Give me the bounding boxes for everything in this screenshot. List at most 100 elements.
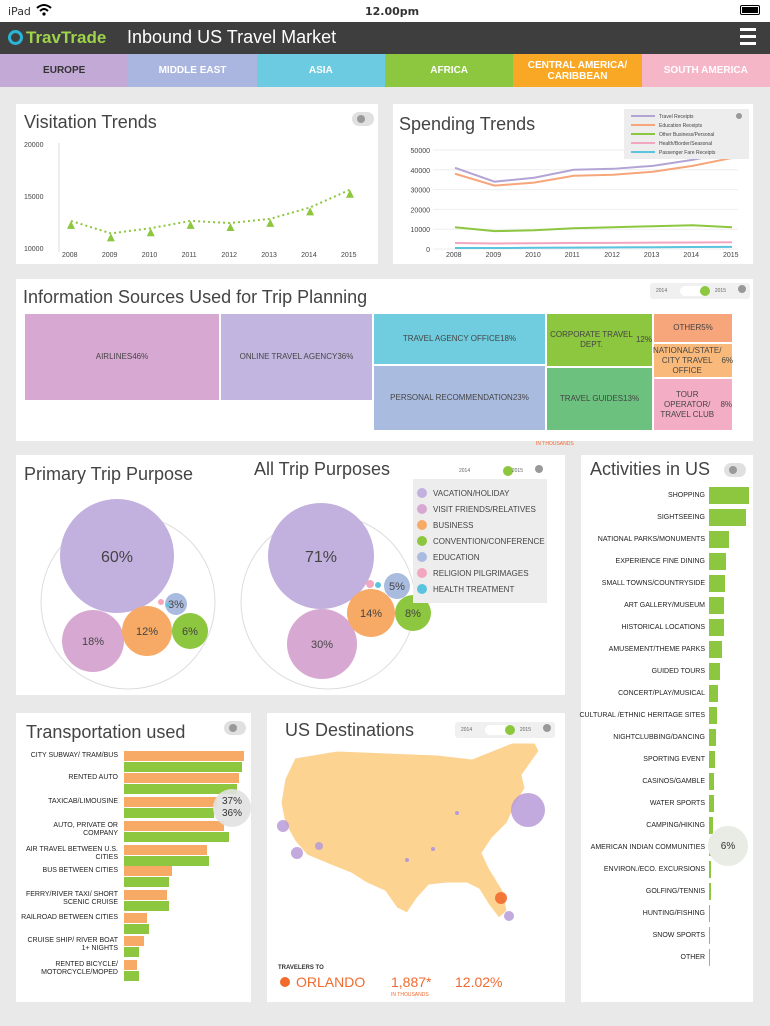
visitation-point[interactable] [306, 207, 315, 216]
visitation-point[interactable] [106, 233, 115, 242]
transport-bar[interactable] [124, 890, 167, 900]
key-icon[interactable] [352, 112, 374, 126]
destination-bubble-orlando[interactable] [495, 892, 507, 904]
primary-bubble[interactable] [172, 613, 208, 649]
app-logo[interactable]: TravTrade [8, 28, 106, 48]
spending-series-line[interactable] [455, 245, 733, 250]
activity-bar[interactable] [709, 553, 727, 570]
treemap-tile[interactable]: TRAVEL GUIDES 13% [546, 367, 653, 431]
activity-bar[interactable] [709, 531, 730, 548]
region-tab-2[interactable]: ASIA [256, 54, 385, 87]
transport-bar[interactable] [124, 784, 237, 794]
visitation-point[interactable] [146, 228, 155, 237]
visitation-point[interactable] [346, 189, 354, 198]
transport-bar[interactable] [124, 821, 224, 831]
primary-bubble[interactable] [60, 499, 174, 613]
all-bubble[interactable] [287, 609, 357, 679]
activity-bar[interactable] [709, 575, 725, 592]
region-tab-0[interactable]: EUROPE [0, 54, 129, 87]
activity-bar[interactable] [709, 883, 711, 900]
visitation-point[interactable] [266, 218, 275, 227]
transport-bar[interactable] [124, 924, 149, 934]
region-tab-1[interactable]: MIDDLE EAST [128, 54, 257, 87]
transport-bar[interactable] [124, 960, 137, 970]
activity-bar[interactable] [709, 487, 749, 504]
destination-bubble-losangeles[interactable] [291, 847, 303, 859]
destination-bubble-miami[interactable] [504, 911, 514, 921]
transport-bar[interactable] [124, 808, 214, 818]
transport-bar[interactable] [124, 913, 147, 923]
year-toggle[interactable]: 2014 2015 [650, 283, 750, 299]
primary-bubble-small[interactable] [166, 603, 170, 607]
activity-bar[interactable] [709, 685, 718, 702]
activity-bar[interactable] [709, 905, 711, 922]
activity-bar[interactable] [709, 773, 715, 790]
treemap-tile[interactable]: CORPORATE TRAVEL DEPT. 12% [546, 313, 653, 367]
spending-series-line[interactable] [454, 241, 733, 245]
treemap-tile[interactable]: OTHER 5% [653, 313, 733, 343]
visitation-point[interactable] [67, 220, 75, 229]
transport-bar[interactable] [124, 971, 139, 981]
spending-series-line[interactable] [454, 156, 733, 187]
transport-bar[interactable] [124, 797, 217, 807]
region-tab-3[interactable]: AFRICA [384, 54, 514, 87]
region-tab-5[interactable]: SOUTH AMERICA [641, 54, 770, 87]
destination-city[interactable]: ORLANDO [296, 974, 366, 990]
all-bubble[interactable] [395, 595, 431, 631]
primary-bubble[interactable] [122, 606, 172, 656]
pin-icon[interactable] [736, 113, 742, 119]
treemap-tile[interactable]: AIRLINES 46% [24, 313, 220, 401]
activity-bar[interactable] [709, 641, 722, 658]
destination-bubble-small[interactable] [455, 811, 459, 815]
pin-icon[interactable] [543, 724, 551, 732]
spending-series-line[interactable] [454, 224, 733, 233]
primary-bubble-small[interactable] [158, 599, 164, 605]
transport-bar[interactable] [124, 877, 169, 887]
visitation-point[interactable] [186, 220, 195, 229]
activity-bar[interactable] [709, 861, 712, 878]
all-bubble-small[interactable] [375, 582, 381, 588]
pin-icon[interactable] [535, 465, 543, 473]
pin-icon[interactable] [738, 285, 746, 293]
activity-bar[interactable] [709, 663, 721, 680]
transport-bar[interactable] [124, 845, 207, 855]
key-icon[interactable] [724, 463, 746, 477]
destination-bubble-newyork[interactable] [511, 793, 545, 827]
primary-bubble[interactable] [165, 593, 187, 615]
toggle-switch[interactable] [483, 466, 513, 476]
destination-bubble-lasvegas[interactable] [315, 842, 323, 850]
all-bubble[interactable] [384, 573, 410, 599]
year-toggle-dest[interactable]: 2014 2015 [455, 722, 555, 738]
transport-bar[interactable] [124, 832, 229, 842]
activity-bar[interactable] [709, 619, 724, 636]
activity-bar[interactable] [709, 509, 747, 526]
activity-bar[interactable] [709, 707, 718, 724]
visitation-point[interactable] [226, 223, 235, 231]
toggle-switch[interactable] [485, 725, 515, 735]
all-bubble[interactable] [347, 589, 395, 637]
transport-bar[interactable] [124, 947, 139, 957]
treemap-tile[interactable]: TRAVEL AGENCY OFFICE 18% [373, 313, 546, 365]
toggle-switch[interactable] [680, 286, 710, 296]
transport-bar[interactable] [124, 901, 169, 911]
transport-bar[interactable] [124, 762, 242, 772]
destination-bubble-sanfrancisco[interactable] [277, 820, 289, 832]
treemap-tile[interactable]: NATIONAL/STATE/ CITY TRAVEL OFFICE 6% [653, 343, 733, 378]
region-tab-4[interactable]: CENTRAL AMERICA/ CARIBBEAN [513, 54, 642, 87]
transport-bar[interactable] [124, 936, 144, 946]
activity-bar[interactable] [709, 597, 725, 614]
transport-bar[interactable] [124, 751, 244, 761]
transport-bar[interactable] [124, 856, 209, 866]
transport-bar[interactable] [124, 866, 172, 876]
all-bubble[interactable] [268, 503, 374, 609]
treemap-tile[interactable]: ONLINE TRAVEL AGENCY 36% [220, 313, 373, 401]
transport-bar[interactable] [124, 773, 239, 783]
activity-bar[interactable] [709, 795, 714, 812]
all-bubble-small[interactable] [366, 580, 374, 588]
destination-bubble-small[interactable] [405, 858, 409, 862]
year-toggle-purpose[interactable]: 2014 2015 [453, 463, 547, 479]
activity-bar[interactable] [709, 927, 710, 944]
activity-bar[interactable] [709, 817, 713, 834]
primary-bubble[interactable] [62, 610, 124, 672]
spending-series-line[interactable] [454, 150, 733, 183]
